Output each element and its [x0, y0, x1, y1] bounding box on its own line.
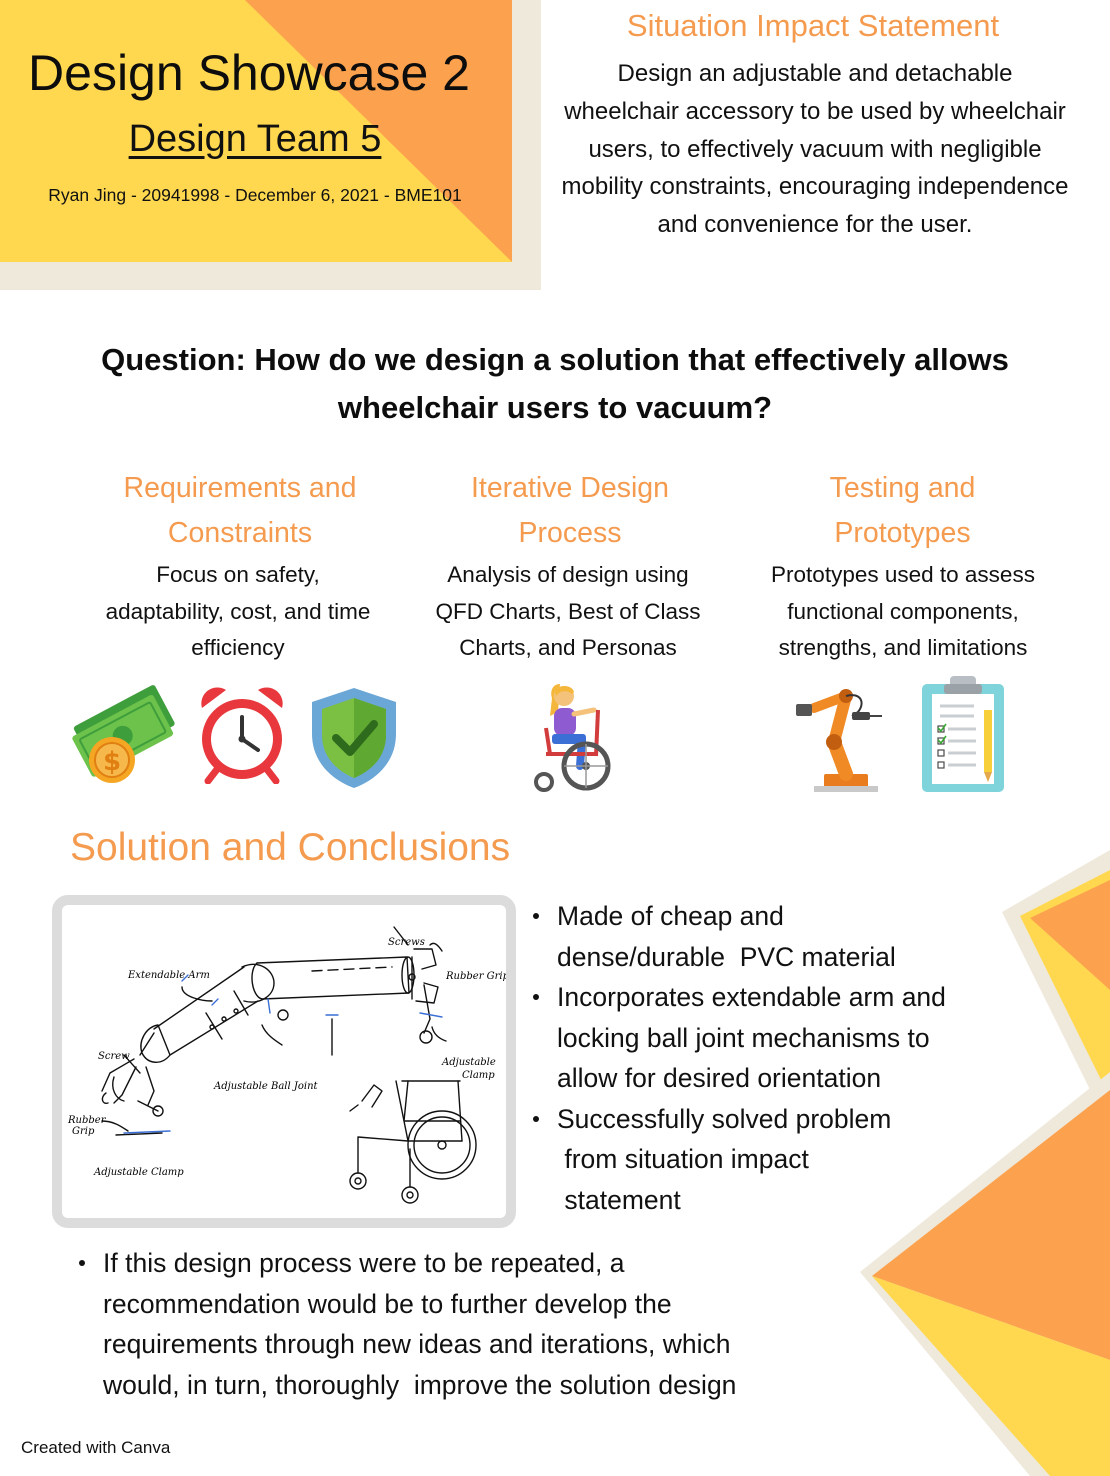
heading-line: Testing and: [829, 472, 976, 504]
bullet-line: Successfully solved problem: [557, 1103, 892, 1134]
label-rubber-grip-top: Rubber Grip: [445, 971, 506, 982]
design-sketch-frame: Extendable Arm Screws Rubber Grip Screw …: [52, 895, 516, 1228]
clipboard-checklist-icon: [922, 676, 1004, 792]
list-item: If this design process were to be repeat…: [79, 1243, 863, 1405]
solution-heading: Solution and Conclusions: [70, 826, 511, 869]
heading-line: Prototypes: [834, 517, 971, 549]
column-heading-requirements: Requirements and Constraints: [60, 466, 420, 556]
footer-credit: Created with Canva: [21, 1438, 171, 1457]
column-body-iterative: Analysis of design using QFD Charts, Bes…: [398, 557, 738, 667]
heading-line: Process: [518, 517, 622, 549]
label-extendable-arm: Extendable Arm: [127, 970, 210, 981]
wheelchair-user-icon: [534, 684, 611, 792]
list-item: Made of cheap and dense/durable PVC mate…: [533, 896, 1027, 977]
body-line: adaptability, cost, and time: [105, 598, 371, 624]
bullet-line: Made of cheap and: [557, 901, 784, 931]
column-heading-iterative: Iterative Design Process: [400, 466, 740, 556]
list-item: Incorporates extendable arm and locking …: [533, 977, 1027, 1099]
decorative-triangles: [860, 850, 1110, 1476]
page-title: Design Showcase 2: [28, 45, 470, 101]
bullet-line: requirements through new ideas and itera…: [103, 1329, 731, 1359]
bullet-line: would, in turn, thoroughly improve the s…: [103, 1369, 737, 1400]
column-body-testing: Prototypes used to assess functional com…: [728, 557, 1078, 667]
bullet-line: Incorporates extendable arm and: [557, 982, 946, 1012]
author-byline: Ryan Jing - 20941998 - December 6, 2021 …: [48, 185, 462, 205]
bullet-line: locking ball joint mechanisms to: [557, 1022, 930, 1053]
header-yellow-panel: [0, 0, 512, 262]
team-name: Design Team 5: [128, 118, 382, 160]
robot-arm-icon: [796, 689, 882, 792]
situation-heading: Situation Impact Statement: [626, 8, 1000, 43]
money-icon: $: [72, 685, 175, 783]
label-adjustable-clamp-bottom: Adjustable Clamp: [93, 1167, 184, 1178]
solution-bullets: Made of cheap and dense/durable PVC mate…: [533, 896, 1027, 1221]
label-rubber-grip-left: Rubber: [67, 1115, 107, 1126]
svg-text:$: $: [103, 747, 121, 777]
question-text: Question: How do we design a solution th…: [101, 342, 1009, 425]
body-line: QFD Charts, Best of Class: [435, 598, 701, 624]
label-adjustable-ball-joint: Adjustable Ball Joint: [213, 1081, 319, 1092]
heading-line: Iterative Design: [470, 472, 669, 504]
body-line: functional components,: [787, 598, 1019, 624]
header-orange-triangle: [245, 0, 512, 262]
bullet-line: from situation impact: [557, 1144, 809, 1174]
label-screws: Screws: [388, 937, 425, 948]
bullet-line: statement: [557, 1184, 681, 1215]
heading-line: Requirements and: [123, 472, 357, 504]
bullet-line: dense/durable PVC material: [557, 941, 896, 972]
bullet-line: allow for desired orientation: [557, 1063, 882, 1093]
label-adjustable-clamp-right: Adjustable: [441, 1057, 496, 1068]
design-sketch: Extendable Arm Screws Rubber Grip Screw …: [67, 926, 510, 1204]
situation-body: Design an adjustable and detachable whee…: [561, 60, 1069, 239]
body-line: strengths, and limitations: [778, 635, 1028, 660]
recommendation-bullet: If this design process were to be repeat…: [79, 1243, 863, 1405]
body-line: Focus on safety,: [156, 562, 320, 587]
bullet-line: recommendation would be to further devel…: [103, 1288, 672, 1319]
body-line: Prototypes used to assess: [771, 562, 1035, 587]
label-screw: Screw: [98, 1051, 130, 1062]
bullet-line: If this design process were to be repeat…: [103, 1248, 625, 1278]
body-line: Analysis of design using: [447, 562, 689, 587]
shield-check-icon: [312, 688, 396, 788]
body-line: Charts, and Personas: [459, 635, 677, 660]
column-heading-testing: Testing and Prototypes: [730, 466, 1075, 556]
body-line: efficiency: [191, 635, 285, 660]
heading-line: Constraints: [167, 517, 313, 549]
list-item: Successfully solved problem from situati…: [533, 1099, 1027, 1221]
label-adjustable-clamp-right: Clamp: [462, 1070, 495, 1081]
alarm-clock-icon: [201, 687, 283, 784]
column-body-requirements: Focus on safety, adaptability, cost, and…: [58, 557, 418, 667]
label-rubber-grip-left: Grip: [72, 1126, 95, 1137]
